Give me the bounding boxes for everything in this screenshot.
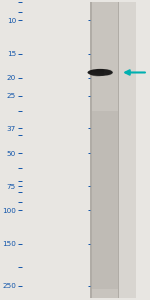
Ellipse shape [90, 71, 106, 76]
Ellipse shape [104, 69, 113, 76]
Ellipse shape [93, 69, 112, 74]
Bar [21, 2, 90, 300]
Bar [92, 111, 118, 289]
Bar [90, 2, 92, 300]
Bar [90, 2, 119, 300]
Bar [119, 2, 136, 300]
Bar [118, 2, 119, 300]
Ellipse shape [87, 69, 113, 76]
